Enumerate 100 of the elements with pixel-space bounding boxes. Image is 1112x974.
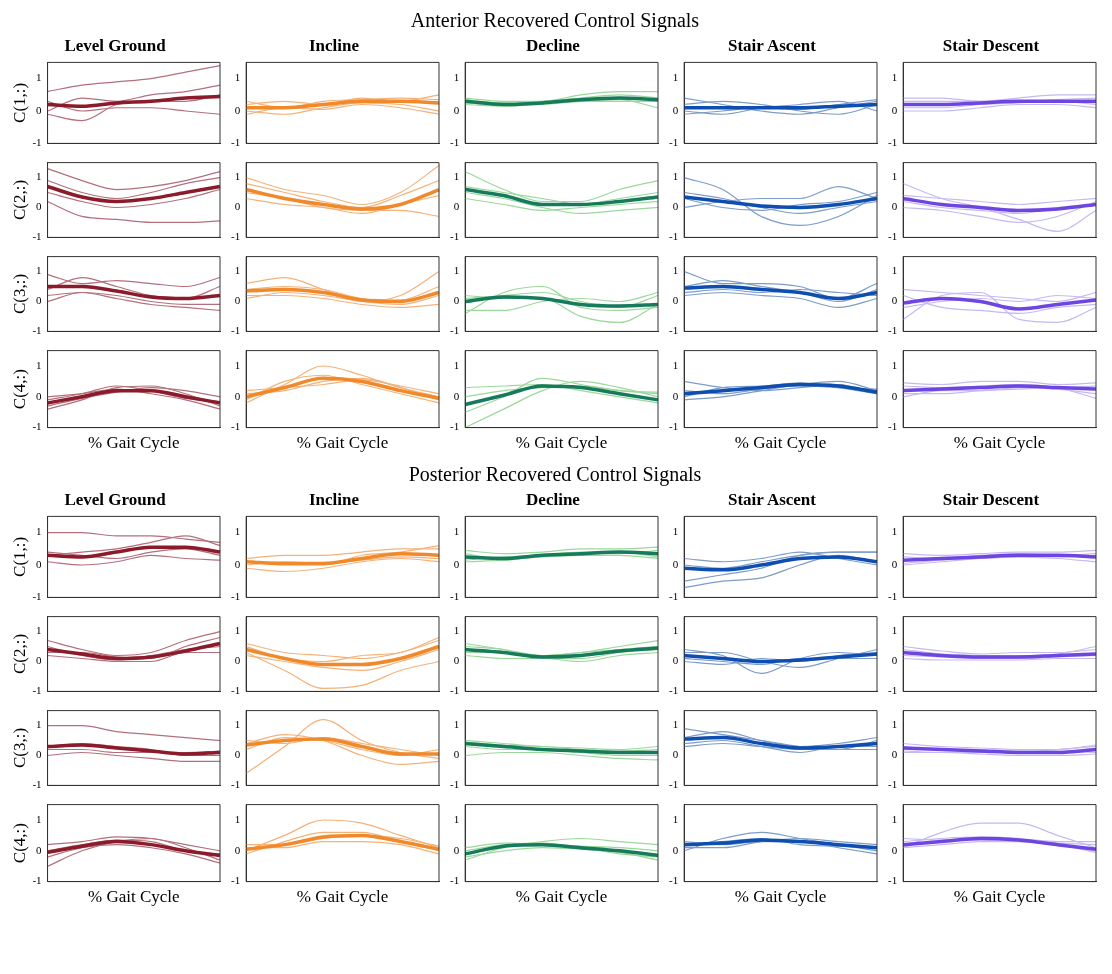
y-tick-label: 0 (36, 200, 43, 213)
y-tick-label: 1 (453, 170, 460, 183)
y-tick-label: 1 (453, 718, 460, 731)
y-tick-label: -1 (887, 230, 898, 243)
y-tick-label: -1 (230, 230, 241, 243)
y-tick-label: 0 (891, 389, 898, 402)
y-axis-title: C(1,:) (9, 82, 29, 123)
y-tick-label: 0 (36, 843, 43, 856)
y-tick-label: 1 (672, 71, 679, 84)
y-tick-label: 1 (672, 812, 679, 825)
y-axis-title: C(3,:) (9, 727, 29, 769)
y-tick-label: 1 (234, 718, 241, 731)
y-tick-label: -1 (449, 684, 460, 697)
y-tick-label: 0 (36, 654, 43, 667)
y-tick-label: 0 (234, 843, 241, 856)
chart-title: Stair Ascent (728, 489, 817, 509)
y-tick-label: 0 (234, 103, 241, 116)
y-tick-label: 1 (891, 812, 898, 825)
y-tick-label: 1 (891, 718, 898, 731)
y-tick-label: -1 (230, 874, 241, 887)
y-tick-label: -1 (887, 874, 898, 887)
chart-title: Decline (526, 489, 581, 509)
y-tick-label: 1 (36, 170, 42, 183)
y-tick-label: -1 (887, 324, 898, 337)
y-axis-title: C(1,:) (9, 536, 29, 577)
x-axis-title: % Gait Cycle (953, 433, 1046, 453)
y-tick-label: 1 (234, 358, 241, 371)
y-tick-label: 1 (891, 170, 898, 183)
y-tick-label: 0 (672, 200, 679, 213)
text: Posterior Recovered Control Signals (407, 462, 703, 486)
y-tick-label: -1 (668, 684, 679, 697)
chart-title: Level Ground (64, 35, 167, 55)
chart-title: Decline (526, 35, 581, 55)
y-tick-label: -1 (32, 684, 42, 697)
y-tick-label: 1 (234, 525, 241, 538)
y-tick-label: 1 (36, 624, 42, 637)
y-tick-label: 1 (36, 718, 42, 731)
y-tick-label: 1 (36, 358, 42, 371)
y-tick-label: -1 (887, 778, 898, 791)
y-tick-label: -1 (668, 420, 679, 433)
y-tick-label: 1 (234, 170, 241, 183)
y-tick-label: 0 (234, 200, 241, 213)
y-tick-label: 0 (234, 654, 241, 667)
y-tick-label: 1 (672, 264, 679, 277)
y-tick-label: 0 (891, 294, 898, 307)
y-tick-label: -1 (449, 324, 460, 337)
y-tick-label: 1 (453, 624, 460, 637)
y-tick-label: -1 (887, 136, 898, 149)
y-tick-label: 0 (891, 843, 898, 856)
x-axis-title: % Gait Cycle (734, 887, 827, 907)
y-tick-label: 0 (891, 748, 898, 761)
y-tick-label: -1 (32, 778, 42, 791)
x-axis-title: % Gait Cycle (87, 433, 180, 453)
y-tick-label: 0 (234, 557, 241, 570)
y-tick-label: 0 (672, 843, 679, 856)
y-tick-label: 1 (36, 71, 42, 84)
y-tick-label: -1 (449, 590, 460, 603)
y-tick-label: 0 (891, 103, 898, 116)
y-tick-label: 0 (672, 654, 679, 667)
y-tick-label: 1 (36, 812, 42, 825)
y-axis-title: C(4,:) (9, 823, 29, 864)
x-axis-title: % Gait Cycle (515, 887, 608, 907)
y-tick-label: 0 (672, 557, 679, 570)
y-axis-title: C(2,:) (9, 179, 29, 221)
y-tick-label: 0 (453, 557, 460, 570)
y-tick-label: 0 (36, 103, 43, 116)
y-tick-label: -1 (230, 778, 241, 791)
y-tick-label: -1 (230, 420, 241, 433)
y-tick-label: -1 (449, 874, 460, 887)
y-axis-title: C(2,:) (9, 633, 29, 675)
x-axis-title: % Gait Cycle (953, 887, 1046, 907)
y-tick-label: -1 (668, 136, 679, 149)
x-axis-title: % Gait Cycle (296, 433, 389, 453)
y-tick-label: 1 (453, 264, 460, 277)
y-tick-label: -1 (230, 590, 241, 603)
y-tick-label: 1 (891, 264, 898, 277)
y-tick-label: 0 (453, 843, 460, 856)
y-tick-label: 1 (453, 812, 460, 825)
y-tick-label: -1 (32, 230, 42, 243)
y-tick-label: -1 (32, 136, 42, 149)
y-tick-label: 0 (672, 294, 679, 307)
y-tick-label: -1 (668, 590, 679, 603)
y-tick-label: -1 (887, 590, 898, 603)
y-tick-label: -1 (230, 324, 241, 337)
chart-title: Stair Descent (942, 35, 1040, 55)
y-tick-label: 0 (453, 748, 460, 761)
y-tick-label: -1 (230, 136, 241, 149)
y-tick-label: 0 (36, 748, 43, 761)
y-tick-label: 1 (234, 264, 241, 277)
chart-title: Level Ground (64, 489, 167, 509)
y-tick-label: -1 (32, 324, 42, 337)
y-tick-label: -1 (449, 420, 460, 433)
y-tick-label: -1 (887, 684, 898, 697)
y-tick-label: 1 (891, 71, 898, 84)
y-tick-label: 0 (36, 389, 43, 402)
y-tick-label: -1 (449, 136, 460, 149)
y-tick-label: 0 (672, 748, 679, 761)
y-tick-label: 1 (891, 624, 898, 637)
y-tick-label: 0 (672, 103, 679, 116)
y-tick-label: 0 (891, 557, 898, 570)
